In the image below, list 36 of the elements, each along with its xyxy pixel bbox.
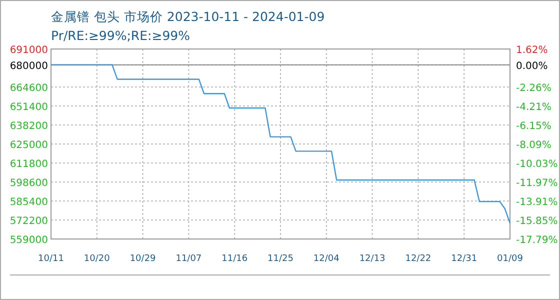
y-tick-label: 680000	[10, 60, 48, 72]
y2-tick-label: -8.09%	[516, 140, 552, 152]
y-tick-label: 664600	[10, 83, 48, 94]
x-tick-label: 01/09	[497, 254, 524, 264]
y2-tick-label: -6.15%	[516, 121, 552, 132]
x-tick-label: 12/13	[359, 254, 386, 264]
x-tick-label: 12/31	[451, 254, 478, 264]
y-tick-label: 585400	[10, 197, 48, 208]
y2-tick-label: 1.62%	[516, 45, 548, 56]
y2-tick-label: -10.03%	[516, 159, 558, 170]
x-tick-label: 12/22	[405, 254, 432, 264]
y2-tick-label: 0.00%	[516, 60, 548, 72]
y2-tick-label: -15.85%	[516, 216, 558, 228]
x-tick-label: 11/07	[176, 254, 202, 264]
y-tick-label: 598600	[10, 178, 48, 189]
x-tick-label: 10/11	[38, 254, 64, 264]
x-tick-label: 11/25	[268, 254, 294, 264]
y-tick-label: 559000	[10, 235, 48, 246]
y2-tick-label: -2.26%	[516, 82, 552, 94]
x-tick-label: 10/29	[130, 254, 156, 264]
y-tick-label: 572200	[10, 216, 48, 227]
y2-tick-label: -17.79%	[516, 235, 558, 246]
x-tick-label: 10/20	[84, 254, 110, 264]
y-tick-label: 625000	[10, 140, 48, 151]
y2-tick-label: -4.21%	[516, 102, 552, 114]
y2-tick-label: -11.97%	[516, 178, 558, 190]
y-tick-label: 651400	[10, 102, 48, 113]
x-tick-label: 11/16	[222, 254, 248, 264]
y-tick-label: 691000	[10, 45, 48, 56]
y-tick-label: 638200	[10, 121, 48, 132]
y2-tick-label: -13.91%	[516, 197, 558, 208]
chart-title: 金属镨 包头 市场价 2023-10-11 - 2024-01-09	[51, 9, 325, 24]
chart-subtitle: Pr/RE:≥99%;RE:≥99%	[51, 28, 190, 43]
line-series	[50, 64, 511, 224]
x-tick-label: 12/04	[313, 254, 340, 264]
y-tick-label: 611800	[10, 159, 48, 170]
